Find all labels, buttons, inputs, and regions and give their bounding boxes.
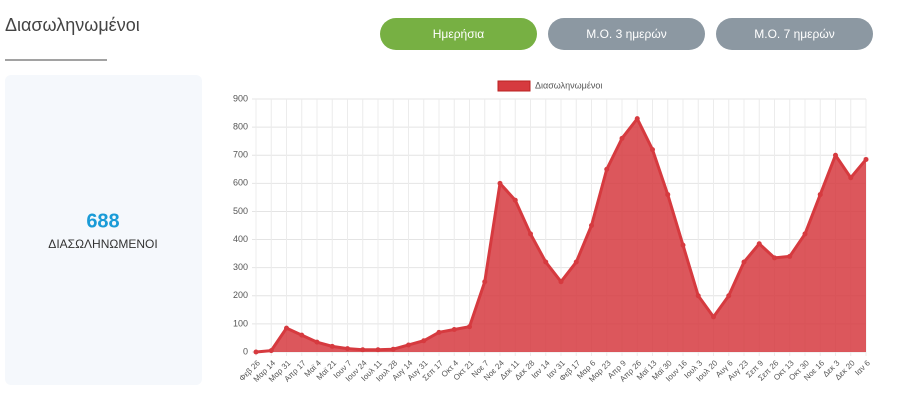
y-tick-label: 900 xyxy=(233,93,248,103)
button-daily[interactable] xyxy=(380,18,537,50)
point xyxy=(680,242,686,248)
point xyxy=(650,147,655,153)
y-tick-label: 800 xyxy=(233,121,248,131)
button-3day[interactable] xyxy=(548,18,705,50)
point xyxy=(741,259,747,265)
area xyxy=(256,118,866,352)
point xyxy=(756,241,762,247)
point xyxy=(604,166,610,172)
point xyxy=(497,180,503,186)
legend-label: Διασωληνωμένοι xyxy=(535,80,602,90)
stat-value: 688 xyxy=(86,210,119,232)
point xyxy=(482,279,488,285)
y-tick-label: 0 xyxy=(243,346,248,356)
point xyxy=(634,116,640,122)
point xyxy=(863,156,869,162)
point xyxy=(573,259,579,265)
point xyxy=(390,346,396,352)
point xyxy=(329,343,335,349)
point xyxy=(848,175,854,181)
point xyxy=(375,347,381,353)
point xyxy=(268,348,274,354)
point xyxy=(467,324,472,330)
point xyxy=(528,231,533,237)
button-7day[interactable] xyxy=(716,18,873,50)
point xyxy=(711,314,716,320)
stat-label: ΔΙΑΣΩΛΗΝΩΜΕΝΟΙ xyxy=(48,237,157,251)
y-tick-label: 600 xyxy=(233,178,248,188)
point xyxy=(451,327,457,333)
button-label[interactable]: Μ.Ο. 3 ημερών xyxy=(586,27,666,41)
page-title: Διασωληνωμένοι xyxy=(5,15,140,35)
point xyxy=(802,231,808,237)
point xyxy=(299,332,305,338)
y-tick-label: 100 xyxy=(233,318,248,328)
point xyxy=(833,152,838,158)
point xyxy=(314,339,320,345)
point xyxy=(543,259,549,265)
point xyxy=(512,197,518,203)
y-tick-label: 500 xyxy=(233,206,248,216)
point xyxy=(421,338,427,344)
point xyxy=(345,346,350,352)
point xyxy=(817,192,823,198)
point xyxy=(619,135,625,141)
point xyxy=(284,325,289,331)
point xyxy=(436,329,442,335)
point xyxy=(589,223,594,228)
button-label[interactable]: Μ.Ο. 7 ημερών xyxy=(754,27,834,41)
y-tick-label: 200 xyxy=(233,290,248,300)
point xyxy=(772,255,777,261)
y-tick-label: 400 xyxy=(233,234,248,244)
point xyxy=(726,293,732,299)
point xyxy=(695,293,701,299)
point xyxy=(665,192,671,198)
x-tick-label: Ιαν 6 xyxy=(853,358,872,377)
button-label[interactable]: Ημερήσια xyxy=(433,27,485,41)
point xyxy=(253,349,259,355)
y-tick-label: 700 xyxy=(233,150,248,160)
point xyxy=(406,342,411,348)
stat-card xyxy=(5,75,202,385)
y-tick-label: 300 xyxy=(233,262,248,272)
point xyxy=(787,253,793,259)
legend-swatch xyxy=(497,80,531,92)
point xyxy=(360,347,366,353)
point xyxy=(558,279,564,285)
